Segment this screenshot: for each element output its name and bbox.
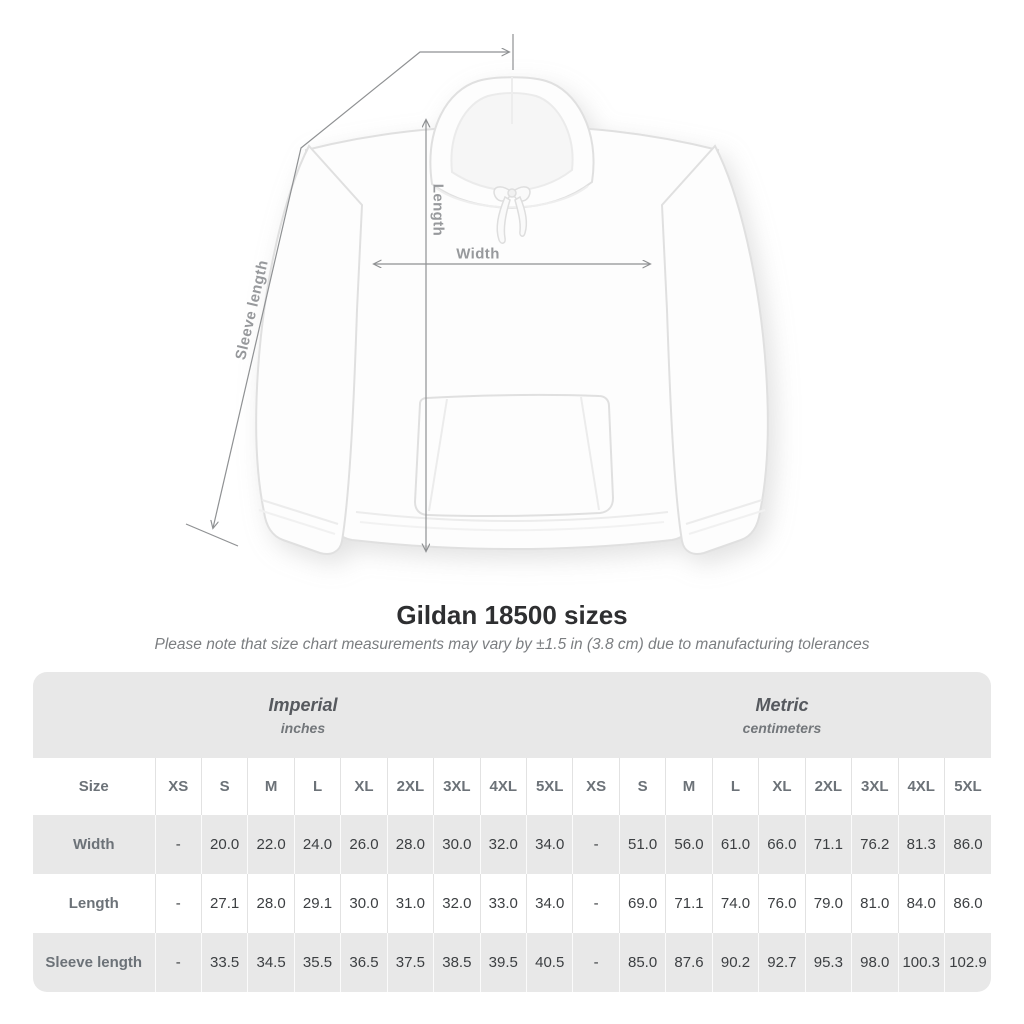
- cell: 76.0: [758, 874, 806, 933]
- size-col-metric-xs: XS: [572, 758, 620, 815]
- cell: 34.0: [525, 874, 573, 933]
- cell: 98.0: [851, 933, 898, 992]
- cell: 20.0: [200, 815, 248, 874]
- cell: 81.0: [851, 874, 898, 933]
- cell: -: [154, 874, 202, 933]
- cell: 30.0: [433, 815, 481, 874]
- size-col-imperial-2xl: 2XL: [386, 758, 434, 815]
- size-col-imperial-xl: XL: [340, 758, 388, 815]
- length-measure-label: Length: [429, 183, 447, 237]
- size-col-metric-4xl: 4XL: [897, 758, 945, 815]
- size-col-imperial-s: S: [200, 758, 248, 815]
- row-label-length: Length: [33, 874, 155, 933]
- cell: 92.7: [758, 933, 806, 992]
- size-col-imperial-l: L: [293, 758, 341, 815]
- size-col-imperial-m: M: [247, 758, 295, 815]
- cell: 27.1: [200, 874, 248, 933]
- size-chart: Imperial inches Metric centimeters Size …: [33, 672, 991, 992]
- size-chart-table: Imperial inches Metric centimeters Size …: [33, 672, 991, 992]
- cell: 28.0: [247, 874, 295, 933]
- hoodie-sleeve: [255, 144, 364, 555]
- cell: 26.0: [340, 815, 388, 874]
- size-col-metric-2xl: 2XL: [804, 758, 852, 815]
- cell: 33.5: [200, 933, 248, 992]
- imperial-unit-label: inches: [280, 719, 326, 736]
- row-label-width: Width: [33, 815, 155, 874]
- size-col-imperial-4xl: 4XL: [479, 758, 527, 815]
- hoodie-diagram: Length Width Sleeve length: [185, 34, 769, 555]
- size-col-imperial-3xl: 3XL: [433, 758, 481, 815]
- cell: 95.3: [804, 933, 852, 992]
- table-row-sleeve-length: Sleeve length - 33.5 34.5 35.5 36.5 37.5…: [33, 933, 991, 992]
- page-title: Gildan 18500 sizes: [396, 600, 628, 630]
- cell: 56.0: [665, 815, 713, 874]
- cell: 24.0: [293, 815, 341, 874]
- width-measure-label: Width: [456, 245, 500, 263]
- cell: 34.5: [247, 933, 295, 992]
- cell: 74.0: [711, 874, 759, 933]
- metric-unit-label: centimeters: [742, 719, 822, 736]
- cell: 37.5: [386, 933, 434, 992]
- table-row-width: Width - 20.0 22.0 24.0 26.0 28.0 30.0 32…: [33, 815, 991, 874]
- cell: 34.0: [525, 815, 573, 874]
- cell: 39.5: [479, 933, 527, 992]
- cell: -: [572, 874, 620, 933]
- cell: 33.0: [479, 874, 527, 933]
- hoodie-illustration: [185, 34, 769, 555]
- cell: 36.5: [340, 933, 388, 992]
- imperial-group-header: Imperial inches: [33, 672, 573, 758]
- cell: 86.0: [943, 815, 991, 874]
- metric-label: Metric: [755, 694, 809, 715]
- cell: 35.5: [293, 933, 341, 992]
- cell: 28.0: [386, 815, 434, 874]
- cell: 38.5: [433, 933, 481, 992]
- size-col-metric-xl: XL: [758, 758, 806, 815]
- cell: 79.0: [804, 874, 852, 933]
- cell: 66.0: [758, 815, 806, 874]
- cell: -: [154, 933, 202, 992]
- cell: 76.2: [851, 815, 898, 874]
- cell: -: [154, 815, 202, 874]
- size-column-header: Size: [33, 758, 155, 815]
- page-subtitle: Please note that size chart measurements…: [154, 636, 870, 653]
- cell: 71.1: [804, 815, 852, 874]
- cell: 90.2: [711, 933, 759, 992]
- cell: 30.0: [340, 874, 388, 933]
- cell: 31.0: [386, 874, 434, 933]
- cell: 40.5: [525, 933, 573, 992]
- cell: -: [572, 933, 620, 992]
- cell: 69.0: [618, 874, 666, 933]
- cell: 22.0: [247, 815, 295, 874]
- size-col-metric-m: M: [665, 758, 713, 815]
- metric-group-header: Metric centimeters: [572, 672, 991, 758]
- size-header-row: Size XS S M L XL 2XL 3XL 4XL 5XL XS S M …: [33, 758, 991, 815]
- cell: 87.6: [665, 933, 713, 992]
- imperial-label: Imperial: [268, 694, 338, 715]
- size-col-metric-l: L: [711, 758, 759, 815]
- size-col-metric-5xl: 5XL: [943, 758, 991, 815]
- unit-group-row: Imperial inches Metric centimeters: [33, 672, 991, 758]
- cell: 29.1: [293, 874, 341, 933]
- cell: 51.0: [618, 815, 666, 874]
- cell: 100.3: [897, 933, 945, 992]
- cell: 32.0: [433, 874, 481, 933]
- size-col-imperial-xs: XS: [154, 758, 202, 815]
- row-label-sleeve-length: Sleeve length: [33, 933, 155, 992]
- sleeve-length-line: [213, 52, 509, 528]
- cell: 71.1: [665, 874, 713, 933]
- cell: 32.0: [479, 815, 527, 874]
- cell: 61.0: [711, 815, 759, 874]
- cell: 86.0: [943, 874, 991, 933]
- cell: -: [572, 815, 620, 874]
- cell: 84.0: [897, 874, 945, 933]
- size-col-metric-3xl: 3XL: [851, 758, 898, 815]
- size-col-imperial-5xl: 5XL: [525, 758, 573, 815]
- cell: 81.3: [897, 815, 945, 874]
- cell: 102.9: [943, 933, 991, 992]
- table-row-length: Length - 27.1 28.0 29.1 30.0 31.0 32.0 3…: [33, 874, 991, 933]
- size-col-metric-s: S: [618, 758, 666, 815]
- cuff-tick: [185, 523, 239, 547]
- cell: 85.0: [618, 933, 666, 992]
